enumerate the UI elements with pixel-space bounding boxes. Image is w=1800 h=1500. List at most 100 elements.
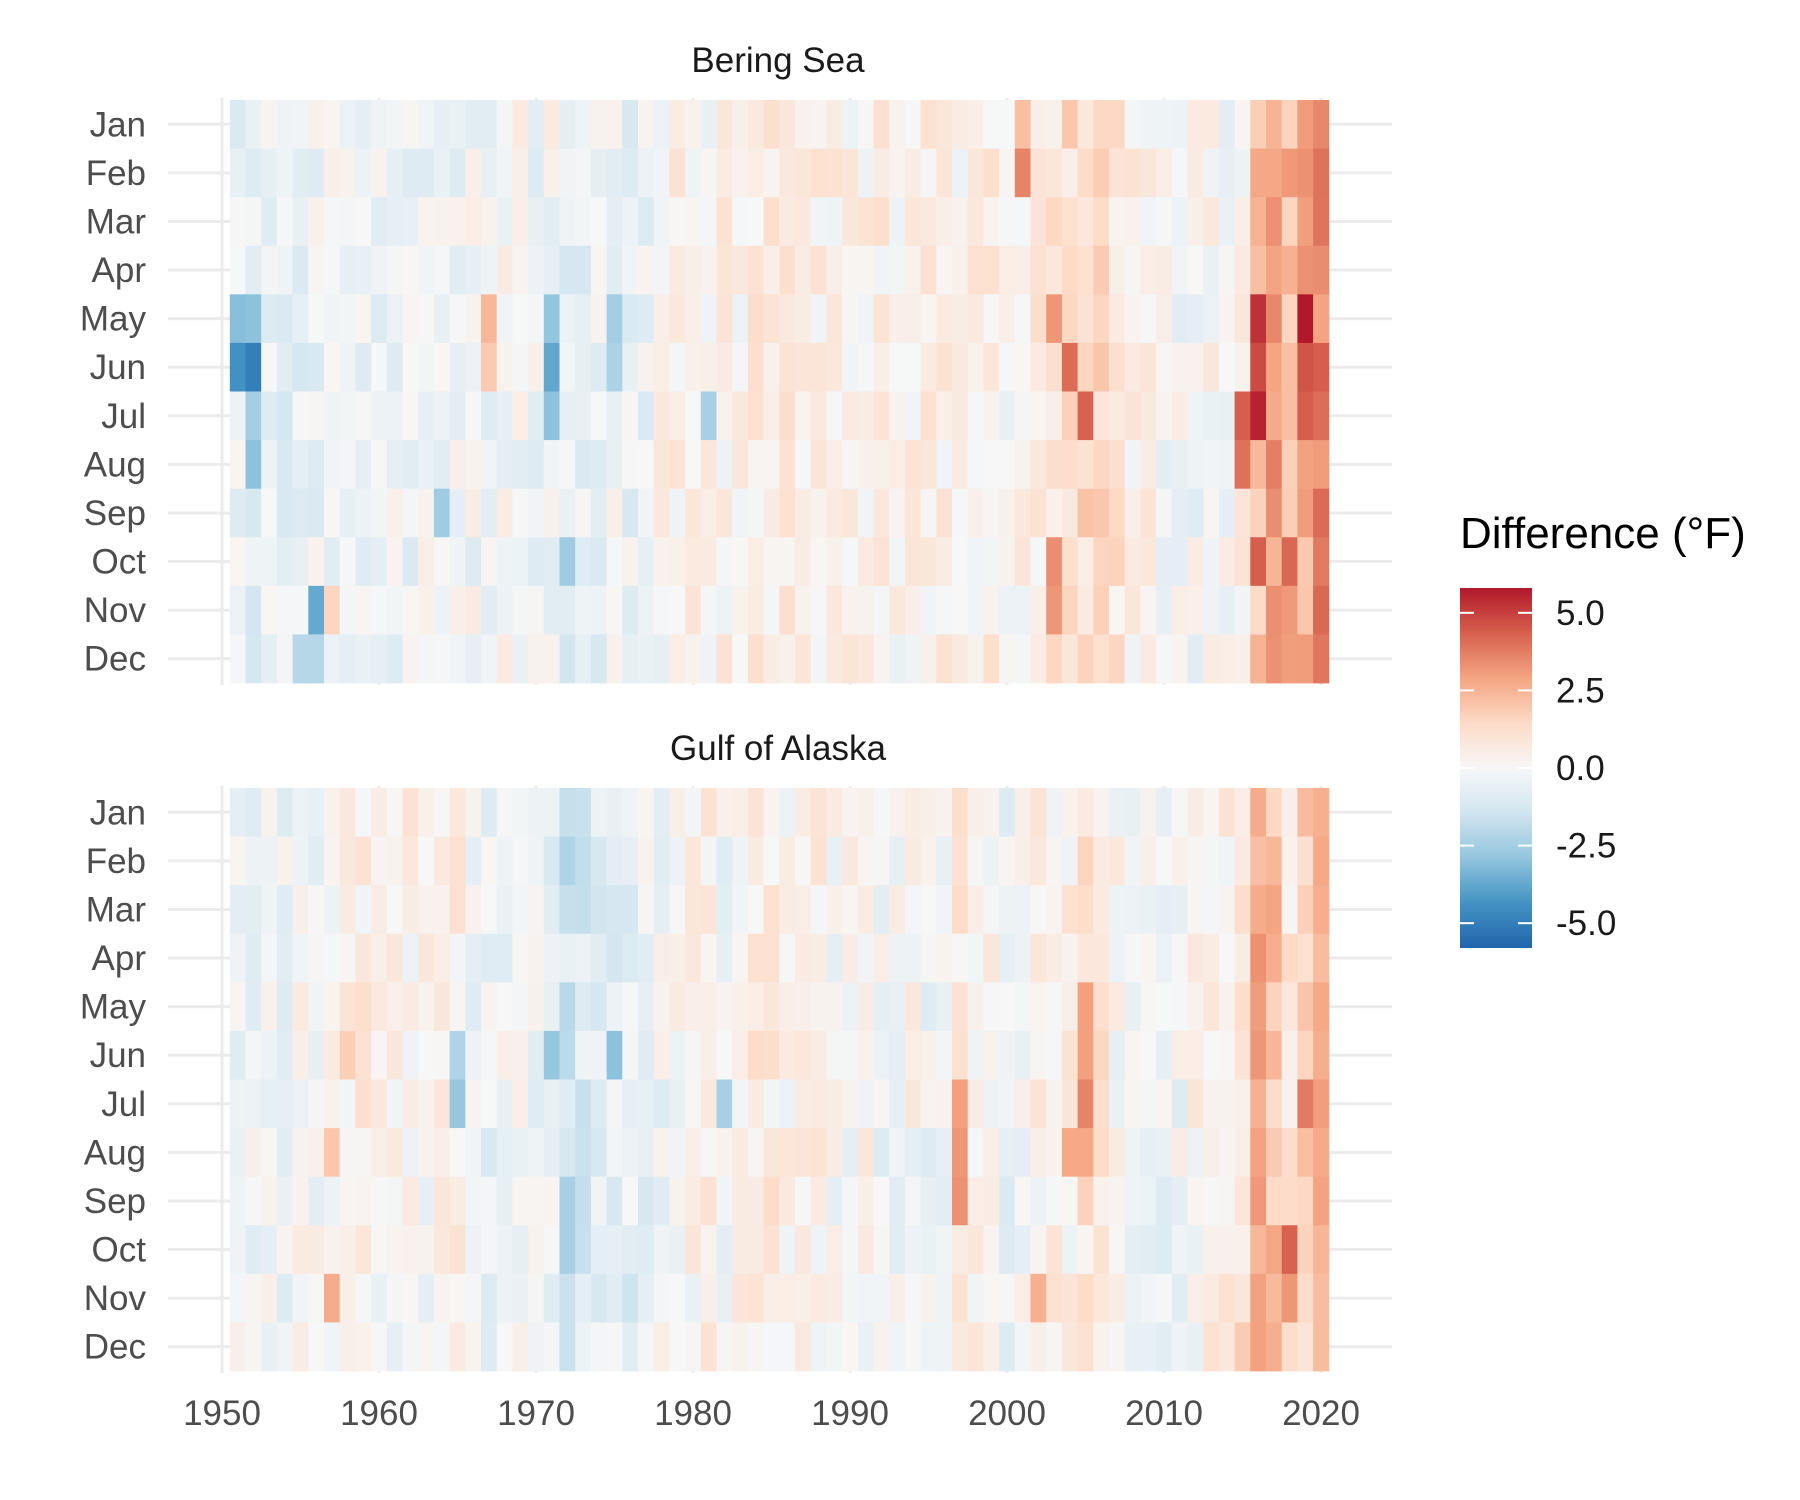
- heatmap-cell: [371, 1225, 388, 1275]
- heatmap-cell: [653, 148, 670, 198]
- heatmap-cell: [826, 100, 843, 149]
- heatmap-cell: [402, 1030, 419, 1080]
- heatmap-cell: [669, 634, 686, 684]
- heatmap-cell: [810, 294, 827, 344]
- heatmap-cell: [590, 1322, 608, 1372]
- heatmap-cell: [1297, 585, 1314, 635]
- heatmap-cell: [1203, 391, 1220, 441]
- heatmap-cell: [1093, 391, 1110, 441]
- heatmap-cell: [418, 836, 435, 886]
- heatmap-cell: [292, 391, 309, 441]
- heatmap-cell: [1187, 1030, 1204, 1080]
- heatmap-cell: [292, 982, 309, 1032]
- heatmap-cell: [1014, 440, 1031, 490]
- heatmap-cell: [1266, 100, 1283, 149]
- heatmap-cell: [732, 1273, 749, 1323]
- heatmap-cell: [1313, 440, 1330, 490]
- heatmap-cell: [261, 1176, 278, 1226]
- heatmap-cell: [795, 440, 812, 490]
- heatmap-cell: [747, 634, 765, 684]
- heatmap-cell: [559, 885, 576, 935]
- heatmap-cell: [1281, 1176, 1298, 1226]
- heatmap-cell: [967, 982, 984, 1032]
- heatmap-cell: [590, 1273, 608, 1323]
- heatmap-cell: [1171, 245, 1188, 295]
- heatmap-cell: [967, 1128, 984, 1178]
- heatmap-cell: [1030, 1176, 1047, 1226]
- heatmap-cell: [952, 294, 969, 344]
- heatmap-cell: [433, 982, 451, 1032]
- heatmap-cell: [763, 885, 780, 935]
- heatmap-cell: [653, 1225, 670, 1275]
- heatmap-cell: [779, 245, 796, 295]
- heatmap-cell: [1061, 294, 1079, 344]
- heatmap-cell: [1109, 788, 1126, 837]
- heatmap-cell: [386, 1322, 403, 1372]
- heatmap-cell: [1030, 634, 1047, 684]
- heatmap-cell: [528, 788, 545, 837]
- heatmap-cell: [622, 342, 639, 392]
- heatmap-cell: [983, 148, 1000, 198]
- heatmap-cell: [1281, 294, 1298, 344]
- heatmap-cell: [1109, 933, 1126, 983]
- heatmap-cell: [1203, 1079, 1220, 1129]
- heatmap-cell: [355, 1225, 372, 1275]
- heatmap-cell: [528, 1079, 545, 1129]
- heatmap-cell: [1077, 245, 1094, 295]
- heatmap-cell: [1046, 836, 1063, 886]
- heatmap-cell: [685, 836, 702, 886]
- heatmap-cell: [496, 634, 513, 684]
- heatmap-cell: [355, 1128, 372, 1178]
- heatmap-cell: [606, 933, 623, 983]
- heatmap-cell: [1156, 197, 1173, 247]
- heatmap-cell: [1046, 1273, 1063, 1323]
- heatmap-cell: [559, 836, 576, 886]
- heatmap-cell: [261, 537, 278, 587]
- heatmap-cell: [857, 933, 874, 983]
- heatmap-cell: [716, 245, 733, 295]
- heatmap-cell: [481, 1273, 498, 1323]
- heatmap-cell: [1046, 933, 1063, 983]
- heatmap-cell: [496, 836, 513, 886]
- heatmap-cell: [276, 1030, 294, 1080]
- heatmap-cell: [543, 1273, 560, 1323]
- heatmap-cell: [1234, 1079, 1251, 1129]
- heatmap-cell: [1266, 1225, 1283, 1275]
- year-tick-2010: 2010: [1125, 1394, 1203, 1433]
- heatmap-cell: [1187, 1128, 1204, 1178]
- heatmap-cell: [1109, 148, 1126, 198]
- heatmap-cell: [559, 148, 576, 198]
- heatmap-cell: [245, 294, 262, 344]
- heatmap-cell: [1187, 1079, 1204, 1129]
- heatmap-cell: [716, 148, 733, 198]
- heatmap-cell: [747, 294, 765, 344]
- heatmap-cell: [1250, 634, 1267, 684]
- heatmap-cell: [402, 1176, 419, 1226]
- heatmap-cell: [1234, 537, 1251, 587]
- heatmap-cell: [653, 585, 670, 635]
- heatmap-cell: [700, 1322, 717, 1372]
- heatmap-cell: [1218, 440, 1236, 490]
- heatmap-cell: [1203, 488, 1220, 538]
- heatmap-cell: [716, 1128, 733, 1178]
- heatmap-cell: [449, 585, 466, 635]
- heatmap-cell: [496, 585, 513, 635]
- heatmap-cell: [1203, 634, 1220, 684]
- heatmap-cell: [904, 391, 922, 441]
- heatmap-cell: [1297, 197, 1314, 247]
- heatmap-cell: [904, 1128, 922, 1178]
- heatmap-cell: [1313, 585, 1330, 635]
- heatmap-cell: [1266, 836, 1283, 886]
- heatmap-cell: [999, 1030, 1016, 1080]
- heatmap-cell: [936, 537, 953, 587]
- heatmap-cell: [1313, 634, 1330, 684]
- heatmap-cell: [842, 245, 859, 295]
- heatmap-cell: [481, 440, 498, 490]
- heatmap-cell: [1266, 982, 1283, 1032]
- heatmap-cell: [952, 788, 969, 837]
- heatmap-cell: [418, 788, 435, 837]
- heatmap-cell: [245, 1128, 262, 1178]
- heatmap-cell: [1234, 148, 1251, 198]
- heatmap-cell: [512, 100, 529, 149]
- heatmap-cell: [732, 788, 749, 837]
